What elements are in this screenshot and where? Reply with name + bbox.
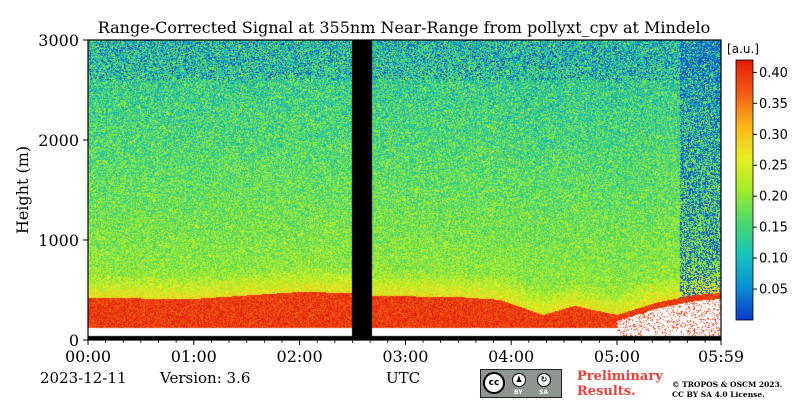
x-tick-label-4: 04:00 (488, 347, 534, 366)
y-tick-label-1: 1000 (38, 231, 79, 250)
utc-label: UTC (386, 369, 421, 387)
y-axis-label: Height (m) (13, 146, 32, 234)
heatmap-canvas (88, 40, 721, 340)
cc-by-label: BY (514, 389, 523, 396)
colorbar-tick-label-6: 0.35 (759, 97, 788, 112)
x-tick-label-0: 00:00 (65, 347, 111, 366)
preliminary-note: Preliminary Results. (577, 369, 663, 399)
colorbar-tick-label-7: 0.40 (759, 66, 788, 81)
date-label: 2023-12-11 (40, 369, 127, 387)
x-axis: 00:00 01:00 02:00 03:00 04:00 05:00 05:59 (65, 340, 744, 366)
x-tick-label-6: 05:59 (698, 347, 744, 366)
cc-icon: cc (483, 372, 505, 394)
copyright-note: © TROPOS & OSCM 2023. CC BY SA 4.0 Licen… (672, 380, 782, 400)
y-tick-label-3: 3000 (38, 31, 79, 50)
y-axis: 0 1000 2000 3000 (38, 31, 88, 350)
cc-sa-label: SA (539, 389, 548, 396)
colorbar-tick-label-3: 0.20 (759, 190, 788, 205)
y-tick-label-2: 2000 (38, 131, 79, 150)
colorbar-tick-label-1: 0.10 (759, 252, 788, 267)
attribution-icon: ♟ (512, 373, 526, 387)
x-tick-label-3: 03:00 (382, 347, 428, 366)
chart-title: Range-Corrected Signal at 355nm Near-Ran… (98, 18, 711, 37)
preliminary-line-2: Results. (577, 384, 636, 399)
colorbar-ticks: 0.05 0.10 0.15 0.20 0.25 0.30 0.35 0.40 (753, 66, 788, 298)
preliminary-line-1: Preliminary (577, 369, 663, 384)
x-tick-label-2: 02:00 (277, 347, 323, 366)
copyright-line-2: CC BY SA 4.0 License. (672, 390, 765, 399)
y-tick-label-0: 0 (69, 331, 79, 350)
sharealike-icon: ↻ (537, 373, 551, 387)
copyright-line-1: © TROPOS & OSCM 2023. (672, 380, 783, 389)
cc-license-badge: cc ♟ ↻ BY SA (480, 369, 562, 398)
colorbar-unit: [a.u.] (727, 42, 759, 56)
colorbar-tick-label-5: 0.30 (759, 128, 788, 143)
x-tick-label-5: 05:00 (594, 347, 640, 366)
colorbar-tick-label-0: 0.05 (759, 283, 788, 298)
x-tick-label-1: 01:00 (171, 347, 217, 366)
colorbar-tick-label-2: 0.15 (759, 221, 788, 236)
plot-frame (87, 39, 722, 341)
version-label: Version: 3.6 (160, 369, 251, 387)
colorbar-tick-label-4: 0.25 (759, 159, 788, 174)
colorbar (735, 59, 754, 321)
